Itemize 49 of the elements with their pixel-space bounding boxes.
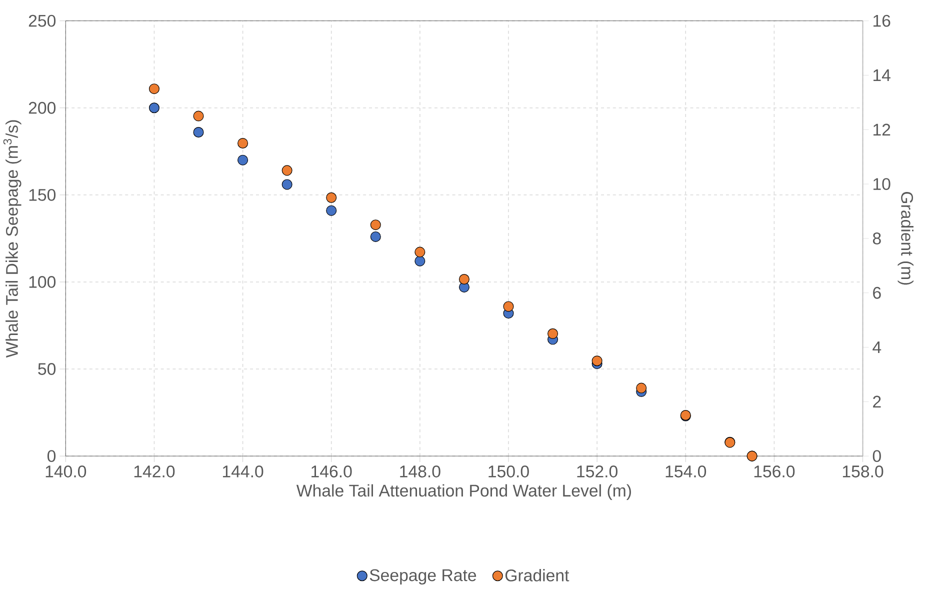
y2-tick-label: 8 — [872, 232, 881, 245]
y2-tick-label: 0 — [872, 450, 881, 462]
point — [636, 382, 647, 394]
point — [238, 154, 248, 166]
point — [592, 356, 602, 366]
y-tick-label: 150 — [29, 189, 56, 201]
point — [193, 127, 204, 138]
point — [326, 205, 337, 216]
y-tick-label: 200 — [28, 102, 56, 114]
x-tick-label: 158.0 — [842, 466, 884, 478]
y2-axis-title: Gradient (m) — [898, 192, 914, 285]
legend-label: Gradient — [505, 569, 570, 582]
y2-tick-label: 4 — [872, 342, 882, 354]
point — [370, 220, 381, 230]
point — [414, 256, 426, 266]
point — [193, 110, 204, 122]
y2-tick-label: 14 — [874, 70, 890, 82]
x-axis-title: Whale Tail Attenuation Pond Water Level (m) — [296, 484, 631, 500]
y2-tick-label: 12 — [874, 124, 890, 136]
point — [503, 301, 514, 312]
x-tick-label: 146.0 — [312, 466, 352, 478]
y-axis-title: Whale Tail Dike Seepage (m$^{3}$/s) — [3, 120, 22, 358]
x-tick-label: 152.0 — [577, 466, 618, 478]
x-tick-label: 140.0 — [46, 466, 86, 478]
point — [282, 179, 292, 190]
point — [282, 165, 292, 176]
point — [326, 192, 337, 204]
x-tick-label: 156.0 — [754, 466, 795, 478]
y2-tick-label: 16 — [874, 14, 890, 27]
x-tick-label: 154.0 — [666, 466, 706, 478]
y-tick-label: 100 — [29, 276, 56, 288]
y-tick-label: 0 — [47, 450, 56, 462]
y2-tick-label: 10 — [874, 178, 890, 190]
x-tick-label: 150.0 — [488, 466, 529, 478]
point — [370, 232, 381, 242]
y2-tick-label: 6 — [873, 286, 881, 299]
x-tick-label: 144.0 — [222, 466, 264, 478]
point — [414, 246, 426, 258]
point — [148, 84, 160, 94]
point — [148, 102, 160, 114]
y2-tick-label: 2 — [873, 396, 881, 408]
x-tick-label: 142.0 — [134, 466, 175, 478]
point — [238, 138, 248, 149]
x-tick-label: 148.0 — [400, 466, 440, 478]
y-tick-label: 50 — [38, 363, 56, 376]
point — [548, 328, 558, 340]
legend-label: Seepage Rate — [370, 569, 476, 585]
y-tick-label: 250 — [28, 14, 56, 27]
point — [458, 274, 470, 285]
